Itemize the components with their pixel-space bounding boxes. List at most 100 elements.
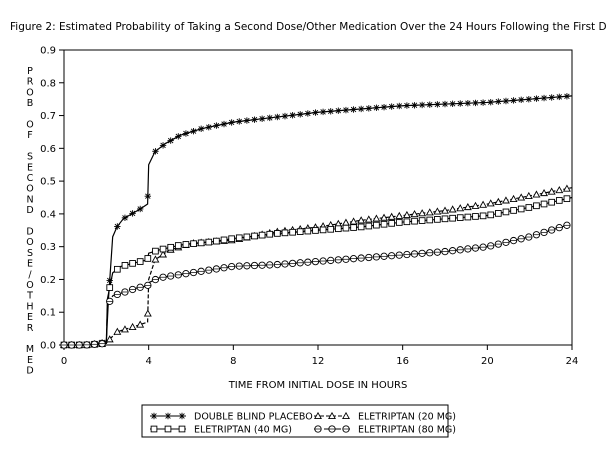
data-point — [137, 205, 144, 213]
x-tick-label: 0 — [61, 356, 67, 367]
data-point — [297, 111, 303, 118]
data-point — [441, 215, 449, 223]
data-point — [281, 260, 289, 268]
y-axis-title-letter: S — [27, 152, 33, 163]
data-point — [327, 108, 334, 115]
data-point — [334, 225, 342, 233]
data-point — [533, 95, 540, 102]
data-point — [396, 103, 402, 109]
data-point — [547, 187, 556, 195]
data-point — [235, 262, 243, 270]
data-point — [327, 256, 335, 265]
data-point — [442, 101, 448, 107]
data-point — [159, 273, 167, 281]
data-point — [319, 108, 327, 116]
y-axis-title-letter: H — [26, 301, 33, 312]
x-tick-label: 8 — [230, 356, 236, 367]
data-point — [388, 220, 395, 227]
data-point — [388, 252, 396, 260]
data-point — [410, 210, 419, 218]
data-point — [494, 197, 503, 205]
data-point — [167, 137, 174, 144]
data-point — [105, 335, 114, 343]
data-point — [182, 130, 190, 137]
data-point — [190, 127, 197, 135]
data-point — [510, 97, 517, 104]
data-point — [548, 94, 555, 101]
data-point — [472, 100, 479, 106]
y-tick-label: 0.7 — [40, 111, 56, 122]
data-point — [548, 94, 555, 101]
y-axis-title-letter: D — [26, 227, 33, 238]
data-point — [289, 112, 296, 118]
data-point — [456, 204, 465, 212]
data-point — [178, 412, 186, 420]
data-point — [190, 128, 197, 134]
data-point — [402, 210, 411, 219]
data-point — [540, 94, 548, 102]
data-point — [380, 220, 388, 228]
y-axis-title-letter: O — [26, 120, 33, 131]
x-tick-label: 12 — [312, 356, 325, 367]
data-point — [448, 205, 457, 213]
data-point — [388, 103, 395, 110]
data-point — [190, 240, 197, 248]
data-point — [426, 249, 434, 257]
series-star — [60, 93, 573, 349]
data-point — [289, 228, 296, 236]
data-point — [243, 117, 251, 124]
data-point — [563, 195, 571, 203]
data-point — [145, 193, 151, 199]
data-point — [449, 101, 456, 107]
data-point — [258, 115, 266, 122]
x-tick-label: 16 — [396, 356, 409, 367]
data-point — [121, 262, 129, 269]
data-point — [150, 425, 158, 433]
data-point — [479, 200, 488, 208]
y-axis-title-letter: O — [26, 280, 33, 291]
data-point — [151, 413, 157, 419]
data-point — [274, 113, 281, 121]
data-point — [259, 116, 265, 122]
data-point — [221, 121, 227, 127]
data-point — [159, 250, 168, 258]
data-point — [350, 224, 357, 231]
data-point — [144, 255, 152, 262]
data-point — [411, 217, 418, 225]
data-point — [220, 120, 228, 128]
data-point — [244, 117, 250, 124]
y-axis-title-letter: E — [27, 312, 33, 323]
data-point — [128, 285, 137, 294]
y-axis-title-letter: P — [27, 66, 33, 77]
data-point — [411, 102, 418, 109]
data-point — [419, 102, 425, 108]
data-point — [403, 102, 411, 109]
y-axis-title-letter: E — [27, 259, 33, 270]
data-point — [532, 190, 541, 198]
y-axis-title-letter: S — [27, 248, 33, 259]
series-line — [64, 95, 573, 346]
data-point — [289, 112, 296, 119]
data-point — [350, 106, 357, 113]
data-point — [227, 262, 236, 271]
data-point — [152, 148, 159, 155]
data-point — [373, 105, 380, 111]
data-point — [541, 95, 547, 101]
legend-label: ELETRIPTAN (20 MG) — [358, 412, 456, 423]
data-point — [319, 226, 327, 234]
data-point — [174, 242, 182, 249]
data-point — [228, 119, 235, 126]
data-point — [98, 340, 106, 348]
data-point — [266, 261, 274, 269]
data-point — [213, 237, 220, 245]
data-point — [236, 118, 242, 125]
y-axis-title-letter: F — [27, 130, 32, 141]
data-point — [113, 327, 122, 335]
data-point — [274, 114, 281, 120]
data-point — [487, 211, 495, 219]
data-point — [129, 210, 136, 217]
data-point — [114, 265, 121, 273]
data-point — [479, 243, 487, 251]
data-point — [128, 322, 137, 331]
data-point — [457, 100, 463, 107]
